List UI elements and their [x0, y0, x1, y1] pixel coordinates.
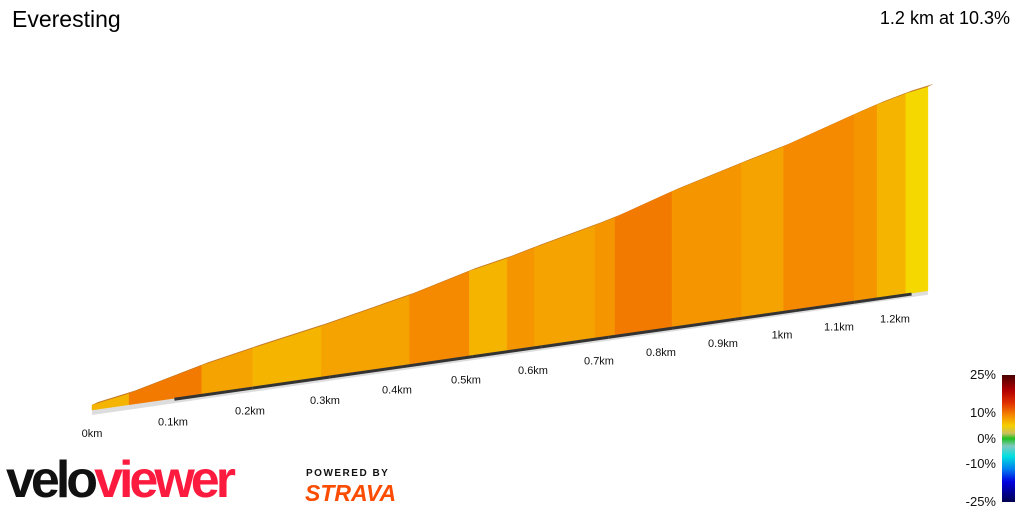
gradient-segment [853, 104, 878, 302]
x-tick-label: 0.7km [584, 356, 614, 368]
distance-tick-band [402, 355, 474, 369]
distance-tick-band [472, 345, 542, 359]
legend-label: 10% [969, 405, 996, 420]
climb-summary: 1.2 km at 10.3% [879, 8, 1010, 28]
distance-tick-band [328, 365, 403, 379]
distance-tick-band [608, 326, 673, 339]
distance-tick-band [174, 386, 253, 401]
x-tick-label: 0.2km [235, 405, 265, 417]
legend-label: 0% [977, 431, 996, 446]
x-tick-label: 0.8km [646, 347, 676, 359]
logo-velo: velo [6, 451, 98, 509]
segment-top-edge [129, 362, 208, 394]
segment-top-edge [469, 255, 514, 272]
x-tick-label: 1.1km [824, 321, 854, 333]
legend-label: -10% [965, 456, 996, 471]
segment-top-edge [595, 214, 622, 226]
gradient-segment [741, 146, 784, 318]
gradient-segment [594, 217, 616, 339]
segment-top-edge [783, 111, 861, 147]
strava-logo[interactable]: STRAVA [305, 480, 397, 506]
distance-tick-band [795, 300, 855, 313]
distance-tick-band [735, 309, 797, 321]
x-tick-label: 0.1km [158, 416, 188, 428]
powered-by-label: POWERED BY [306, 468, 390, 479]
veloviewer-logo[interactable]: veloviewer [6, 451, 236, 509]
x-tick-label: 0km [82, 428, 103, 440]
segment-top-edge [905, 83, 934, 94]
gradient-segment [506, 247, 535, 352]
gradient-segment [469, 257, 508, 357]
segment-top-edge [201, 345, 259, 366]
x-tick-label: 1.2km [880, 313, 910, 325]
segment-top-edge [854, 101, 884, 115]
gradient-segment [783, 114, 855, 312]
x-tick-label: 0.6km [518, 365, 548, 377]
segment-top-edge [615, 188, 679, 218]
segment-top-edge [92, 390, 136, 405]
gradient-segment [671, 162, 742, 328]
segment-top-edge [877, 90, 912, 105]
x-tick-label: 0.9km [708, 338, 738, 350]
gradient-segment [876, 93, 907, 299]
gradient-segment [409, 270, 470, 365]
segment-top-edge [252, 323, 328, 349]
x-tick-label: 0.5km [451, 375, 481, 387]
legend-label: 25% [969, 367, 996, 382]
distance-tick-band [671, 317, 736, 330]
x-tick-label: 0.4km [382, 384, 412, 396]
logo-viewer: viewer [94, 451, 236, 509]
gradient-color-scale [1002, 375, 1015, 502]
gradient-segment [614, 191, 673, 336]
x-tick-label: 0.3km [310, 395, 340, 407]
segment-top-edge [741, 143, 790, 164]
legend-label: -25% [965, 494, 996, 509]
distance-tick-band [252, 375, 330, 390]
segment-top-edge [409, 268, 476, 296]
gradient-segment [252, 325, 322, 388]
distance-tick-band [541, 335, 609, 349]
x-tick-label: 1km [772, 330, 793, 342]
segment-top-edge [672, 160, 748, 192]
activity-title: Everesting [12, 6, 121, 32]
gradient-segment [201, 347, 254, 395]
segment-top-edge [534, 222, 602, 248]
gradient-segment [321, 294, 410, 378]
gradient-segment [905, 86, 929, 295]
segment-top-edge [507, 244, 541, 259]
distance-tick-band [853, 292, 912, 304]
segment-top-edge [321, 292, 416, 327]
